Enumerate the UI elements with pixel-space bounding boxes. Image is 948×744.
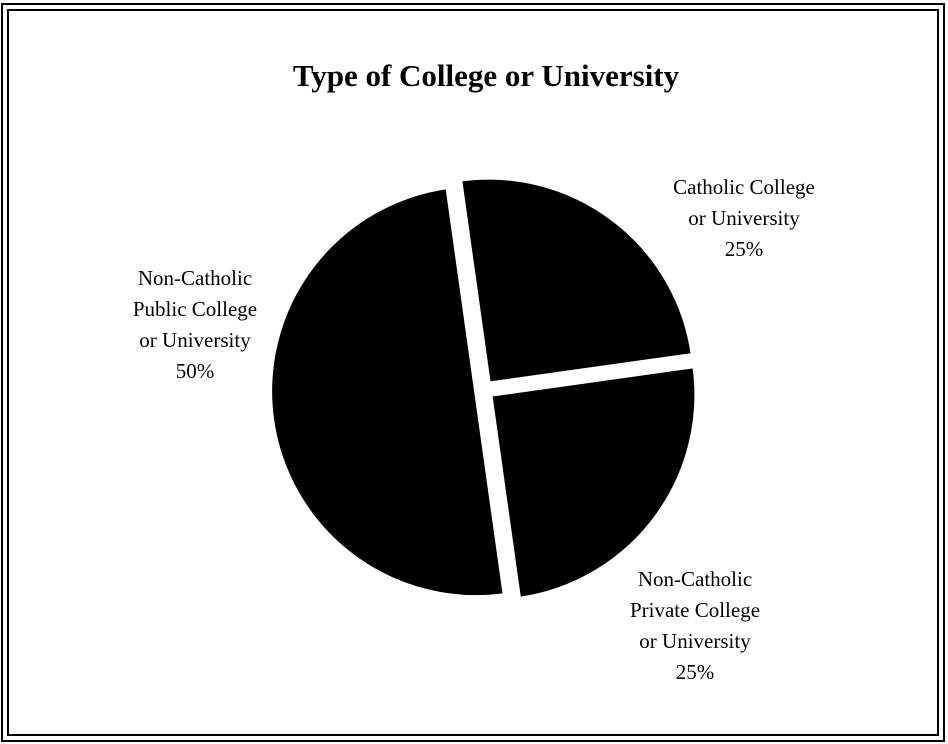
pie-labels: Catholic College or University 25%Non-Cath… <box>133 175 815 684</box>
label-line: 25% <box>676 660 715 684</box>
label-line: 25% <box>725 237 764 261</box>
slice-catholic <box>457 175 696 386</box>
chart-inner-border <box>7 9 939 736</box>
pie-slices <box>268 175 699 602</box>
label-line: Non-Catholic <box>138 266 252 290</box>
label-line: Private College <box>630 598 760 622</box>
label-line: Catholic College <box>673 175 815 199</box>
label-line: Non-Catholic <box>638 567 752 591</box>
label-line: Public College <box>133 297 257 321</box>
label-line: or University <box>688 206 800 230</box>
slice-catholic-label: Catholic College or University 25% <box>673 175 815 261</box>
chart-outer-border <box>1 3 945 742</box>
label-line: or University <box>639 629 751 653</box>
label-line: 50% <box>176 359 215 383</box>
chart-title: Type of College or University <box>293 58 680 93</box>
label-line: or University <box>139 328 251 352</box>
slice-noncatholic-public <box>268 184 508 600</box>
slice-noncatholic-private <box>488 363 699 602</box>
slice-noncatholic-public-label: Non-Catholic Public College or University 5… <box>133 266 257 383</box>
slice-noncatholic-private-label: Non-Catholic Private College or University… <box>630 567 760 684</box>
